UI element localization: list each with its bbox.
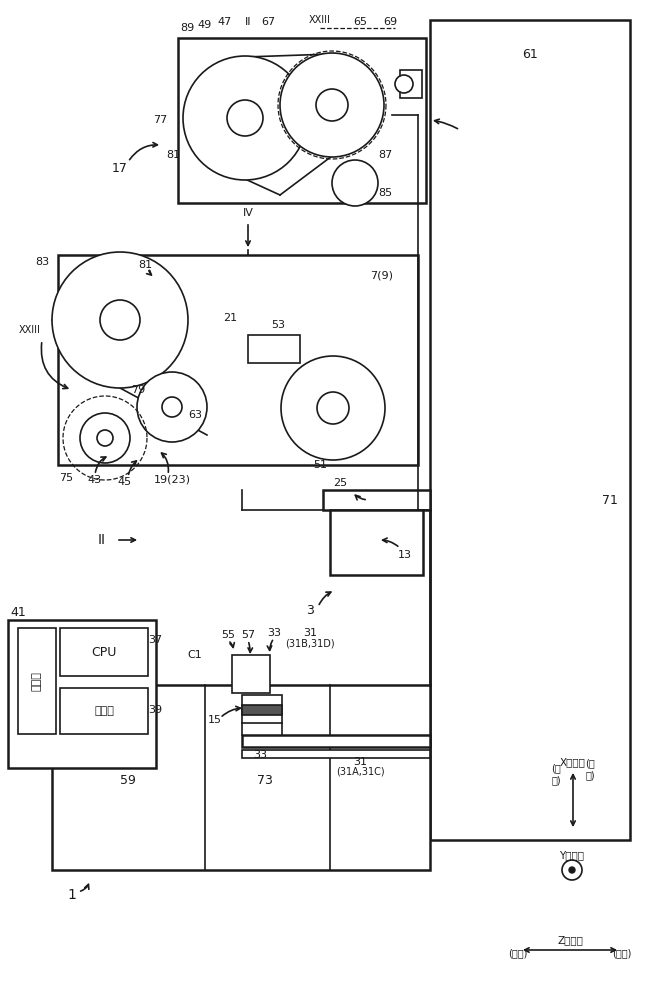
Bar <box>248 335 300 363</box>
Text: 21: 21 <box>223 313 237 323</box>
Bar <box>18 628 56 734</box>
Text: 15: 15 <box>208 715 222 725</box>
Text: 55: 55 <box>221 630 235 640</box>
Text: XXIII: XXIII <box>309 15 331 25</box>
Text: 81: 81 <box>166 150 180 160</box>
Circle shape <box>52 252 188 388</box>
Circle shape <box>227 100 263 136</box>
Bar <box>242 695 282 723</box>
Text: CPU: CPU <box>92 646 117 658</box>
Text: 59: 59 <box>120 774 136 786</box>
Text: 13: 13 <box>398 550 412 560</box>
Bar <box>8 620 156 768</box>
Text: 73: 73 <box>257 774 273 786</box>
Bar <box>242 735 430 747</box>
Bar <box>323 490 430 510</box>
Text: 79: 79 <box>131 385 145 395</box>
Bar <box>242 705 282 715</box>
Bar <box>242 750 430 758</box>
Bar <box>60 688 148 734</box>
Text: 33: 33 <box>267 628 281 638</box>
Text: II: II <box>98 533 106 547</box>
Circle shape <box>100 300 140 340</box>
Text: 7(9): 7(9) <box>371 270 393 280</box>
Text: 41: 41 <box>10 606 26 619</box>
Text: (下侧): (下侧) <box>612 948 631 958</box>
Text: 31: 31 <box>303 628 317 638</box>
Text: 3: 3 <box>306 603 314 616</box>
Circle shape <box>97 430 113 446</box>
Text: (前: (前 <box>551 763 561 773</box>
Circle shape <box>281 356 385 460</box>
Circle shape <box>162 397 182 417</box>
Bar <box>58 255 418 465</box>
Circle shape <box>137 372 207 442</box>
Text: Z轴方向: Z轴方向 <box>557 935 583 945</box>
Text: (31A,31C): (31A,31C) <box>336 766 384 776</box>
Text: II: II <box>245 17 251 27</box>
Bar <box>52 685 430 870</box>
Bar <box>430 20 630 840</box>
Text: XXIII: XXIII <box>19 325 41 335</box>
Bar <box>232 655 270 693</box>
Text: C1: C1 <box>188 650 202 660</box>
Text: 69: 69 <box>383 17 397 27</box>
Text: (右: (右 <box>585 758 595 768</box>
Circle shape <box>183 56 307 180</box>
Text: 57: 57 <box>241 630 255 640</box>
Text: 61: 61 <box>522 48 538 62</box>
Text: 33: 33 <box>253 750 267 760</box>
Text: 71: 71 <box>602 493 618 506</box>
Text: 31: 31 <box>353 757 367 767</box>
Text: 87: 87 <box>378 150 392 160</box>
Text: X轴方向: X轴方向 <box>560 757 586 767</box>
Circle shape <box>569 867 575 873</box>
Text: 17: 17 <box>112 161 128 174</box>
Text: 45: 45 <box>118 477 132 487</box>
Text: 51: 51 <box>313 460 327 470</box>
Text: 63: 63 <box>188 410 202 420</box>
Circle shape <box>316 89 348 121</box>
Text: 25: 25 <box>333 478 347 488</box>
Bar <box>60 628 148 676</box>
Text: 81: 81 <box>138 260 152 270</box>
Text: 43: 43 <box>88 475 102 485</box>
Text: 65: 65 <box>353 17 367 27</box>
Text: 67: 67 <box>261 17 275 27</box>
Circle shape <box>280 53 384 157</box>
Text: 存储部: 存储部 <box>94 706 114 716</box>
Text: 37: 37 <box>148 635 162 645</box>
Circle shape <box>317 392 349 424</box>
Text: 控制部: 控制部 <box>32 671 42 691</box>
Text: 側): 側) <box>585 770 595 780</box>
Bar <box>400 70 422 98</box>
Circle shape <box>80 413 130 463</box>
Bar <box>330 510 423 575</box>
Text: 85: 85 <box>378 188 392 198</box>
Text: (上侧): (上侧) <box>508 948 528 958</box>
Bar <box>178 38 426 203</box>
Text: 75: 75 <box>59 473 73 483</box>
Text: IV: IV <box>243 208 254 218</box>
Circle shape <box>332 160 378 206</box>
Circle shape <box>395 75 413 93</box>
Text: 89: 89 <box>180 23 194 33</box>
Text: Y轴方向: Y轴方向 <box>559 850 585 860</box>
Text: (31B,31D): (31B,31D) <box>285 638 335 648</box>
Text: 77: 77 <box>153 115 167 125</box>
Text: 83: 83 <box>35 257 49 267</box>
Text: 側): 側) <box>551 775 561 785</box>
Text: 19(23): 19(23) <box>154 475 191 485</box>
Circle shape <box>562 860 582 880</box>
Text: 47: 47 <box>218 17 232 27</box>
Text: 1: 1 <box>67 888 77 902</box>
Text: 39: 39 <box>148 705 162 715</box>
Text: 49: 49 <box>198 20 212 30</box>
Text: 53: 53 <box>271 320 285 330</box>
